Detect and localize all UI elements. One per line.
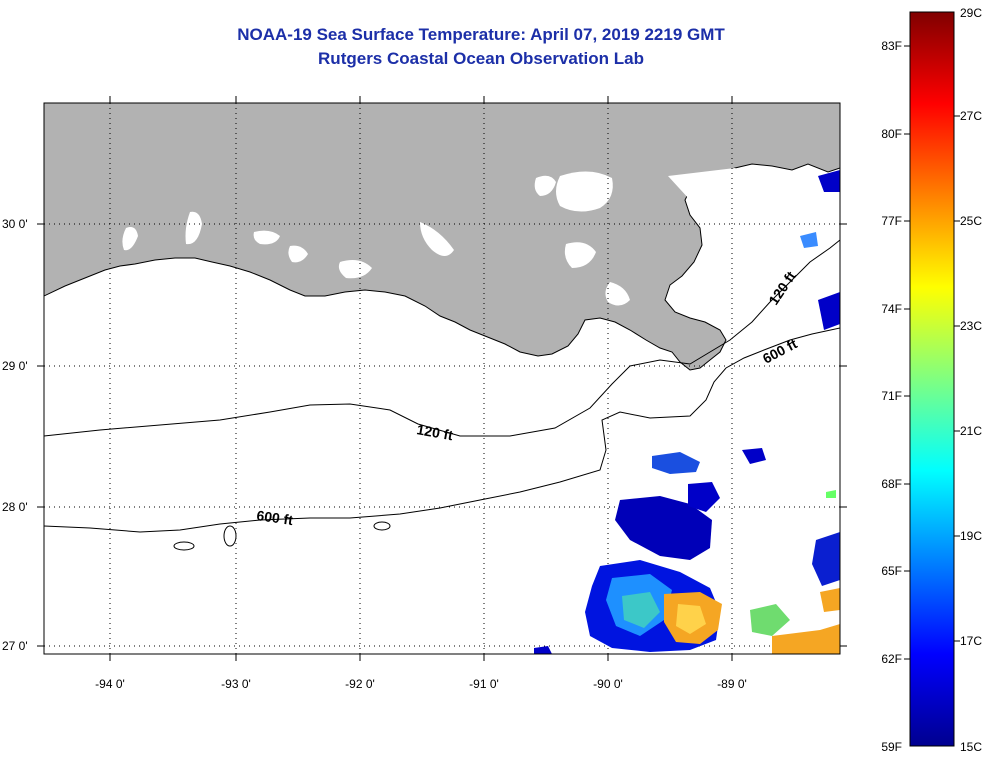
lat-label: 27 0' — [2, 639, 28, 653]
lat-label: 29 0' — [2, 359, 28, 373]
lat-label: 30 0' — [2, 217, 28, 231]
colorbar-c-label: 23C — [960, 319, 982, 333]
sst-map: 120 ft 600 ft 120 ft 600 ft -94 0' -93 0… — [0, 0, 992, 761]
colorbar-f-label: 65F — [881, 564, 902, 578]
lon-label: -90 0' — [593, 677, 623, 691]
colorbar-f-labels: 83F 80F 77F 74F 71F 68F 65F 62F 59F — [881, 39, 902, 754]
colorbar-c-label: 19C — [960, 529, 982, 543]
colorbar-f-label: 77F — [881, 214, 902, 228]
lon-label: -91 0' — [469, 677, 499, 691]
colorbar-f-label: 80F — [881, 127, 902, 141]
colorbar-f-label: 83F — [881, 39, 902, 53]
lon-label: -92 0' — [345, 677, 375, 691]
colorbar-c-label: 29C — [960, 6, 982, 20]
colorbar-c-label: 25C — [960, 214, 982, 228]
colorbar-c-labels: 29C 27C 25C 23C 21C 19C 17C 15C — [960, 6, 982, 754]
colorbar-f-label: 62F — [881, 652, 902, 666]
colorbar — [910, 12, 954, 746]
colorbar-c-label: 27C — [960, 109, 982, 123]
lat-label: 28 0' — [2, 500, 28, 514]
colorbar-c-label: 15C — [960, 740, 982, 754]
lat-labels: 30 0' 29 0' 28 0' 27 0' — [2, 217, 28, 653]
colorbar-f-label: 68F — [881, 477, 902, 491]
colorbar-c-label: 17C — [960, 634, 982, 648]
lon-label: -94 0' — [95, 677, 125, 691]
colorbar-f-label: 71F — [881, 389, 902, 403]
lon-labels: -94 0' -93 0' -92 0' -91 0' -90 0' -89 0… — [95, 677, 747, 691]
lon-label: -93 0' — [221, 677, 251, 691]
lon-label: -89 0' — [717, 677, 747, 691]
colorbar-f-label: 74F — [881, 302, 902, 316]
colorbar-c-label: 21C — [960, 424, 982, 438]
colorbar-f-label: 59F — [881, 740, 902, 754]
